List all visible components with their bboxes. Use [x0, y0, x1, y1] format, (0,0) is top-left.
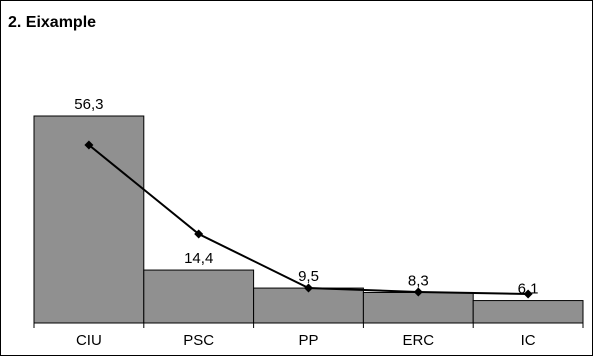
marker-erc — [413, 287, 423, 297]
value-label-pp: 9,5 — [298, 268, 319, 285]
data-labels: 56,3 14,4 9,5 8,3 6,1 — [74, 96, 538, 298]
value-label-ciu: 56,3 — [74, 96, 103, 113]
value-label-ic: 6,1 — [518, 281, 539, 298]
category-ticks: CIU PSC PP ERC IC — [76, 332, 536, 349]
bar-psc — [143, 269, 255, 324]
axes — [33, 322, 584, 328]
marker-ciu — [84, 140, 94, 150]
x-tick-label-erc: ERC — [402, 332, 434, 349]
bar-ic — [472, 300, 584, 324]
marker-psc — [194, 229, 204, 239]
chart-title: 2. Eixample — [8, 14, 97, 31]
bars — [33, 115, 584, 324]
x-tick-label-pp: PP — [298, 332, 318, 349]
value-label-erc: 8,3 — [408, 272, 429, 289]
value-label-psc: 14,4 — [184, 250, 213, 267]
x-tick-label-ic: IC — [521, 332, 536, 349]
x-tick-label-psc: PSC — [183, 332, 214, 349]
bar-pp — [253, 287, 364, 324]
marker-pp — [304, 283, 313, 293]
x-tick-label-ciu: CIU — [76, 332, 102, 349]
bar-erc — [362, 291, 474, 324]
trend-line-group — [84, 140, 533, 299]
marker-ic — [523, 289, 533, 299]
bar-ciu — [33, 115, 145, 324]
